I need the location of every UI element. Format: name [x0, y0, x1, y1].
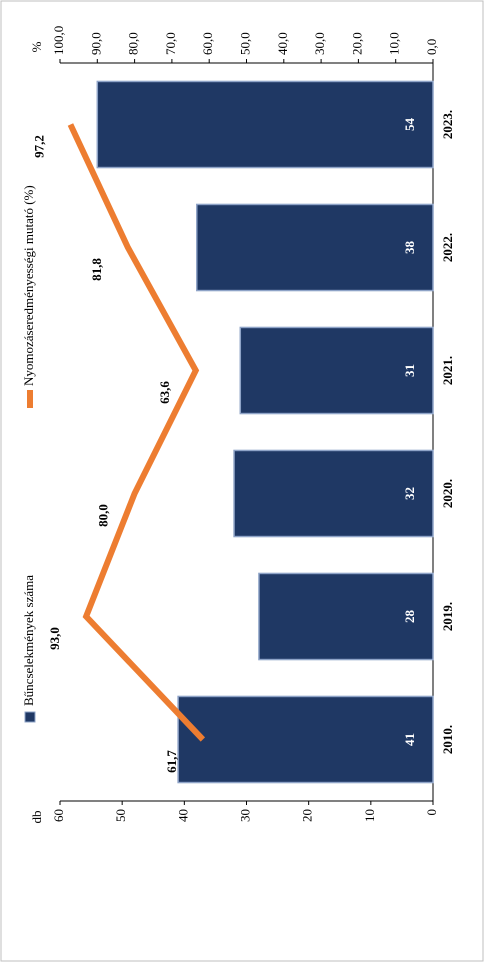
line-value-label: 63,6: [157, 381, 172, 404]
y-tick-label: 20: [300, 809, 315, 822]
bar: [233, 449, 434, 538]
y2-tick-label: 40,0: [275, 32, 290, 55]
bar-value-label: 32: [402, 487, 417, 500]
y2-tick-label: 10,0: [387, 32, 402, 55]
y2-tick-label: 100,0: [51, 26, 66, 55]
line-value-label: 61,7: [164, 750, 179, 773]
x-tick-label: 2020.: [440, 479, 455, 508]
y-tick-label: 0: [424, 809, 439, 816]
y2-tick-label: 90,0: [88, 32, 103, 55]
legend-label: Bűncselekmények száma: [21, 575, 36, 706]
bar: [96, 80, 434, 169]
bar: [239, 326, 434, 415]
line-value-label: 93,0: [47, 627, 62, 650]
y-tick-label: 30: [237, 809, 252, 822]
y-tick-label: 60: [51, 809, 66, 822]
x-tick-label: 2023.: [440, 110, 455, 139]
bar-value-label: 41: [402, 733, 417, 746]
y2-tick-label: 0,0: [424, 39, 439, 55]
legend-label: Nyomozáseredményességi mutató (%): [21, 185, 36, 386]
bar-value-label: 54: [402, 118, 417, 132]
bar-value-label: 28: [402, 610, 417, 624]
y2-tick-label: 30,0: [312, 32, 327, 55]
line-value-label: 97,2: [31, 135, 46, 158]
bar-value-label: 38: [402, 241, 417, 255]
line-value-label: 80,0: [96, 504, 111, 527]
x-tick-label: 2019.: [440, 602, 455, 631]
y-axis-label: db: [29, 811, 44, 824]
y2-tick-label: 70,0: [163, 32, 178, 55]
bar-value-label: 31: [402, 364, 417, 377]
y2-tick-label: 60,0: [200, 32, 215, 55]
bar: [258, 572, 434, 661]
y-tick-label: 40: [175, 809, 190, 822]
y-tick-label: 50: [113, 809, 128, 822]
legend-swatch: [24, 711, 36, 723]
rotated-chart: db % 0 10 20 30 40 50 60 0,0 10,0 20,0 30,0 40,0 50,…: [21, 26, 455, 824]
line-value-label: 81,8: [89, 258, 104, 281]
y-tick-label: 10: [362, 809, 377, 822]
y2-axis-label: %: [29, 41, 44, 52]
bar: [196, 203, 434, 292]
line: [67, 123, 206, 742]
y2-tick-label: 50,0: [237, 32, 252, 55]
y2-tick-label: 20,0: [349, 32, 364, 55]
y2-tick-label: 80,0: [126, 32, 141, 55]
x-tick-label: 2021.: [440, 356, 455, 385]
x-tick-label: 2022.: [440, 233, 455, 262]
bar: [177, 695, 434, 784]
x-tick-label: 2010.: [440, 725, 455, 754]
